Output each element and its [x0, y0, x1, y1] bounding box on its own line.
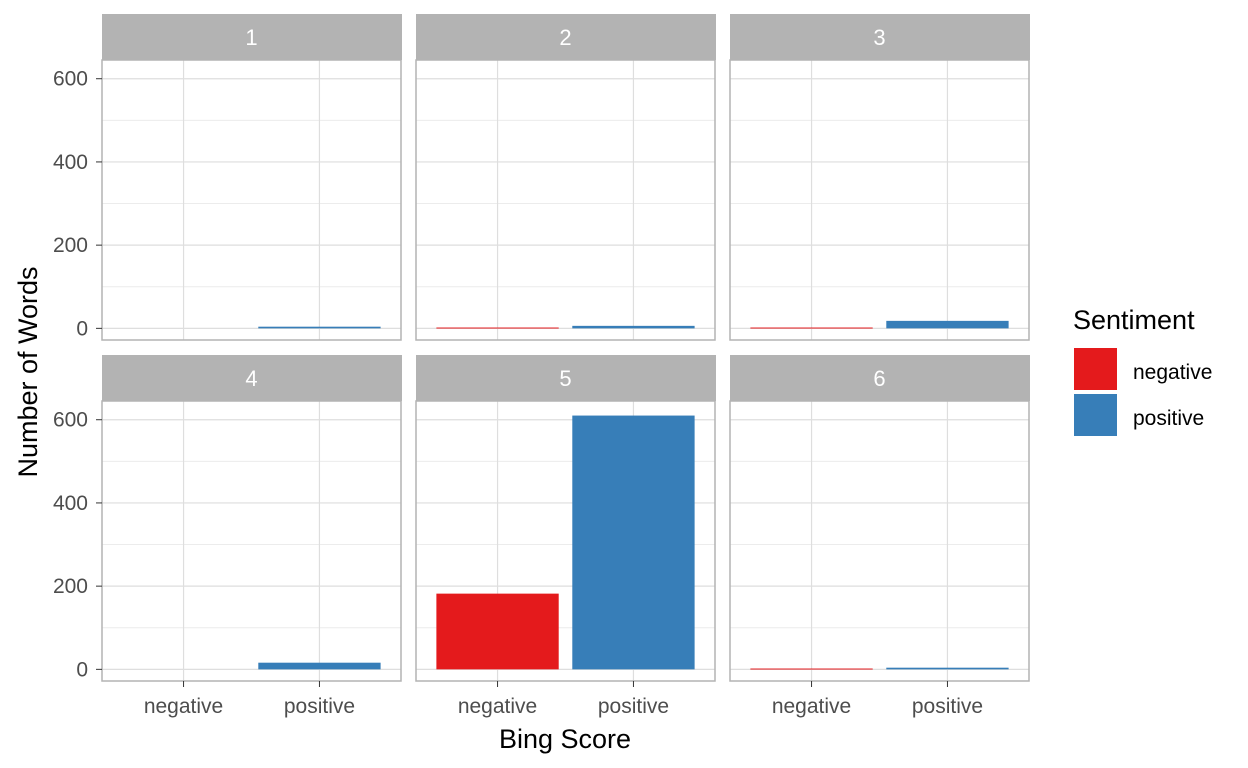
- facet-strip-label: 5: [559, 366, 571, 391]
- bar-negative-panel-6: [750, 668, 873, 670]
- facet-strip: [416, 14, 716, 60]
- panel-border: [729, 59, 1030, 341]
- bar-positive-panel-1: [258, 326, 381, 329]
- bar-negative-panel-2: [436, 327, 559, 329]
- bar-positive-panel-2: [572, 325, 695, 329]
- bar-negative-panel-3: [750, 327, 873, 329]
- legend-label-positive: positive: [1133, 407, 1204, 430]
- facet-panel-3: 3: [729, 14, 1030, 341]
- bar-positive-panel-3: [886, 320, 1009, 329]
- x-axis-labels: negative positive negative positive negative…: [144, 681, 983, 718]
- bar-negative-panel-5: [436, 593, 559, 670]
- legend-title: Sentiment: [1073, 305, 1195, 335]
- y-tick-label: 400: [53, 492, 88, 515]
- facet-panel-6: 6: [729, 355, 1030, 682]
- legend-label-negative: negative: [1133, 361, 1212, 384]
- x-tick-label: positive: [912, 695, 983, 718]
- facet-panel-4: 4: [101, 355, 402, 682]
- x-tick-label: negative: [458, 695, 537, 718]
- x-axis-title: Bing Score: [499, 724, 631, 754]
- facet-strip-label: 2: [559, 25, 571, 50]
- y-tick-label: 600: [53, 409, 88, 432]
- legend-key-negative: [1074, 348, 1117, 390]
- y-tick-label: 400: [53, 151, 88, 174]
- facet-strip-label: 3: [873, 25, 885, 50]
- legend: Sentiment negative positive: [1073, 305, 1212, 436]
- y-tick-label: 600: [53, 68, 88, 91]
- legend-key-positive: [1074, 394, 1117, 436]
- facet-strip-label: 4: [245, 366, 257, 391]
- facet-strip: [102, 14, 402, 60]
- x-tick-label: negative: [772, 695, 851, 718]
- y-tick-label: 200: [53, 234, 88, 257]
- facet-panel-2: 2: [415, 14, 716, 341]
- panel-border: [415, 400, 716, 682]
- x-tick-label: positive: [598, 695, 669, 718]
- facet-strip: [102, 355, 402, 401]
- facet-strip: [416, 355, 716, 401]
- facet-panels: 1 2 3 4 5 6: [101, 14, 1030, 682]
- y-axis-title: Number of Words: [13, 266, 43, 477]
- y-tick-label: 0: [76, 317, 88, 340]
- bar-positive-panel-6: [886, 667, 1009, 670]
- panel-border: [729, 400, 1030, 682]
- panel-border: [415, 59, 716, 341]
- facet-strip-label: 6: [873, 366, 885, 391]
- facet-strip: [730, 355, 1030, 401]
- x-tick-label: negative: [144, 695, 223, 718]
- y-axis-labels: 0 200 400 600 0 200 400 600: [53, 68, 102, 681]
- facet-panel-5: 5: [415, 355, 716, 682]
- bar-positive-panel-5: [572, 415, 695, 670]
- facet-panel-1: 1: [101, 14, 402, 341]
- panel-border: [101, 59, 402, 341]
- y-tick-label: 0: [76, 658, 88, 681]
- bar-positive-panel-4: [258, 662, 381, 670]
- panel-border: [101, 400, 402, 682]
- facet-strip-label: 1: [245, 25, 257, 50]
- y-tick-label: 200: [53, 575, 88, 598]
- x-tick-label: positive: [284, 695, 355, 718]
- facet-strip: [730, 14, 1030, 60]
